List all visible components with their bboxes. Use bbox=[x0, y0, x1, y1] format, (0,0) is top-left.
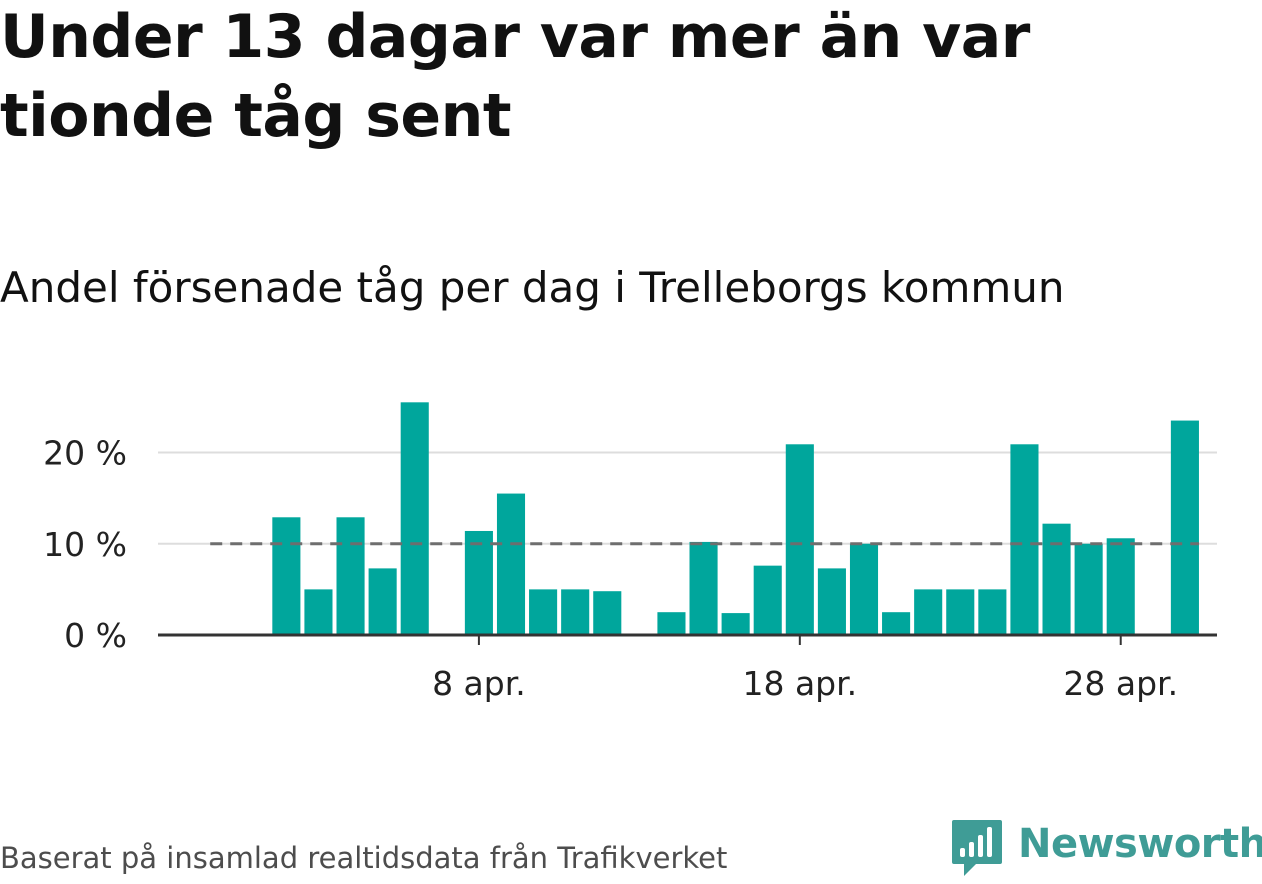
axes: 0 % 10 % 20 % 8 apr. 18 apr. 28 apr. bbox=[43, 434, 1217, 703]
bar bbox=[593, 591, 622, 635]
bar bbox=[882, 612, 911, 635]
bar bbox=[304, 589, 333, 635]
bar-chart: 0 % 10 % 20 % 8 apr. 18 apr. 28 apr. bbox=[43, 402, 1217, 703]
bar bbox=[978, 589, 1007, 635]
bar bbox=[946, 589, 975, 635]
bar bbox=[849, 543, 879, 635]
bar bbox=[464, 530, 493, 635]
x-tick-label: 8 apr. bbox=[432, 664, 526, 703]
x-tick-label: 28 apr. bbox=[1063, 664, 1178, 703]
bar bbox=[529, 589, 558, 635]
bar bbox=[496, 493, 526, 635]
bar bbox=[785, 444, 814, 635]
bar bbox=[272, 517, 301, 635]
bar bbox=[1042, 523, 1071, 635]
y-tick-label: 0 % bbox=[64, 616, 127, 655]
bar bbox=[1106, 538, 1135, 635]
bars bbox=[272, 402, 1199, 635]
y-tick-label: 10 % bbox=[43, 525, 127, 564]
bar bbox=[1074, 543, 1103, 635]
bar bbox=[689, 541, 718, 635]
bar-chart-speech-bubble-icon bbox=[952, 820, 1002, 876]
bar bbox=[914, 589, 943, 635]
y-tick-label: 20 % bbox=[43, 434, 127, 473]
bar bbox=[1170, 420, 1199, 635]
bar bbox=[753, 565, 782, 635]
chart-title: Under 13 dagar var mer än var tionde tåg… bbox=[0, 2, 1030, 151]
bar bbox=[368, 568, 397, 635]
x-tick-label: 18 apr. bbox=[742, 664, 857, 703]
newsworthy-logo: Newsworthy bbox=[950, 818, 1262, 878]
bar bbox=[561, 589, 590, 635]
logo-text: Newsworthy bbox=[1018, 821, 1262, 867]
bar bbox=[336, 517, 365, 635]
bar bbox=[721, 613, 750, 635]
source-note: Baserat på insamlad realtidsdata från Tr… bbox=[0, 841, 728, 875]
bar bbox=[657, 612, 686, 635]
bar bbox=[400, 402, 429, 635]
chart-subtitle: Andel försenade tåg per dag i Trelleborg… bbox=[0, 263, 1065, 312]
bar bbox=[817, 568, 846, 635]
bar bbox=[1010, 444, 1039, 635]
